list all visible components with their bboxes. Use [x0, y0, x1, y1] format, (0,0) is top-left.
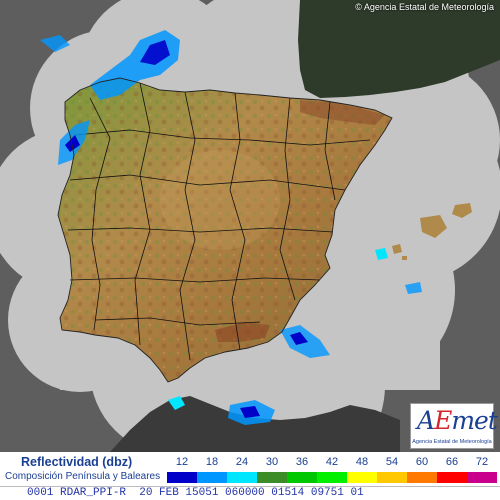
administrative-borders — [67, 82, 371, 361]
reflectivity-legend: Reflectividad (dbz) Composición Penínsul… — [0, 452, 500, 486]
radar-map — [0, 0, 500, 452]
legend-label-48: 48 — [355, 456, 369, 468]
legend-swatch-30 — [257, 472, 287, 483]
legend-color-swatches — [167, 472, 497, 483]
france-landmass — [298, 0, 500, 98]
legend-swatch-54 — [377, 472, 407, 483]
legend-label-30: 30 — [265, 456, 279, 468]
legend-swatch-72 — [467, 472, 497, 483]
legend-label-42: 42 — [325, 456, 339, 468]
balearic-islands — [392, 203, 472, 260]
aemet-logo-subtitle: Agencia Estatal de Meteorología — [412, 439, 492, 445]
legend-value-labels: 12 18 24 30 36 42 48 54 60 66 72 — [167, 456, 497, 470]
legend-title: Reflectividad (dbz) — [21, 455, 133, 469]
north-africa-landmass — [110, 396, 400, 452]
aemet-logo: AEmet Agencia Estatal de Meteorología — [410, 403, 498, 449]
legend-subtitle: Composición Península y Baleares — [5, 471, 161, 482]
legend-label-24: 24 — [235, 456, 249, 468]
meseta-plateau — [160, 150, 280, 250]
legend-label-66: 66 — [445, 456, 459, 468]
sierra-nevada-relief — [215, 322, 270, 342]
legend-label-54: 54 — [385, 456, 399, 468]
legend-label-60: 60 — [415, 456, 429, 468]
legend-swatch-12 — [167, 472, 197, 483]
legend-swatch-36 — [287, 472, 317, 483]
precipitation-echoes — [40, 30, 422, 425]
legend-swatch-18 — [197, 472, 227, 483]
legend-label-36: 36 — [295, 456, 309, 468]
legend-swatch-48 — [347, 472, 377, 483]
copyright-notice: © Agencia Estatal de Meteorología — [355, 2, 494, 12]
legend-swatch-42 — [317, 472, 347, 483]
legend-label-12: 12 — [175, 456, 189, 468]
legend-swatch-24 — [227, 472, 257, 483]
pyrenees-relief — [300, 100, 385, 125]
legend-label-72: 72 — [475, 456, 489, 468]
legend-swatch-60 — [407, 472, 437, 483]
status-bar: 0001 RDAR_PPI-R 20 FEB 15051 060000 0151… — [0, 486, 500, 500]
legend-label-18: 18 — [205, 456, 219, 468]
coastline — [57, 77, 393, 383]
legend-swatch-66 — [437, 472, 467, 483]
iberia-relief — [58, 78, 392, 382]
status-text: 0001 RDAR_PPI-R 20 FEB 15051 060000 0151… — [27, 487, 364, 499]
aemet-logo-mark: AEmet — [417, 406, 498, 435]
